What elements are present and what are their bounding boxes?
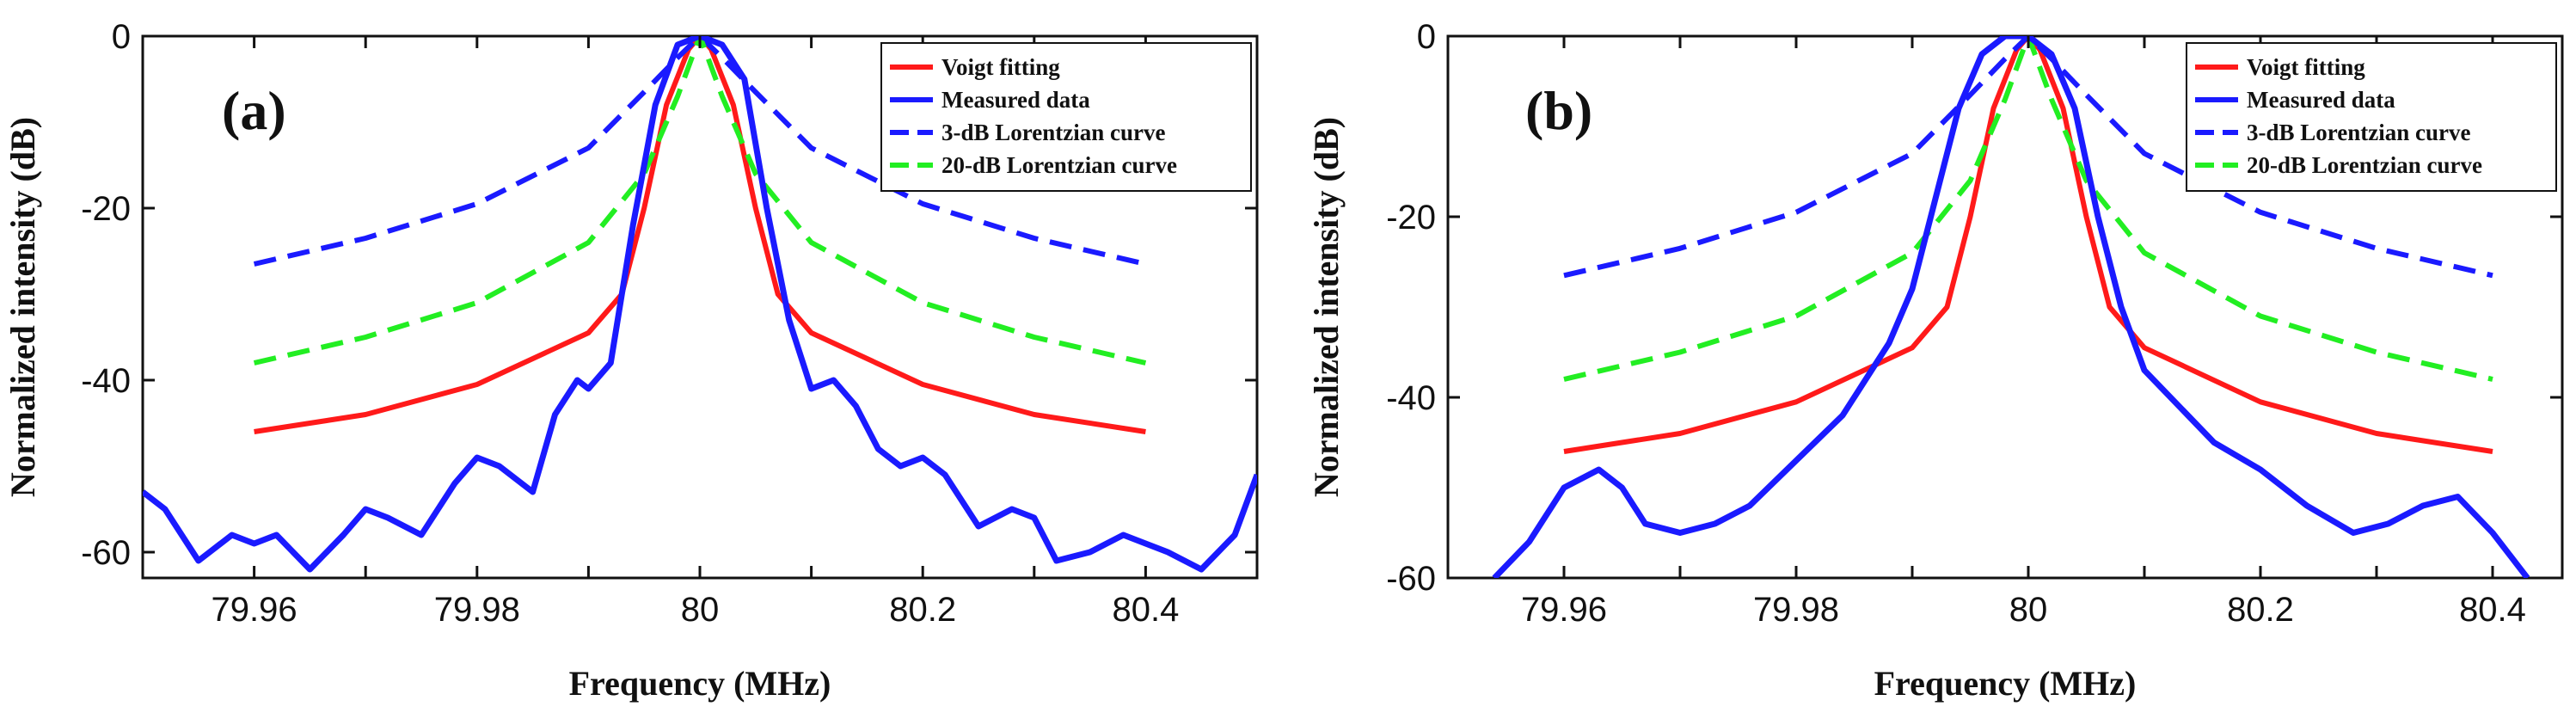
x-tick-label-a-0: 79.96 <box>212 591 297 629</box>
x-tick-label-a-4: 80 <box>681 591 720 629</box>
legend-a: Voigt fitting Measured data 3-dB Lorentz… <box>880 42 1252 192</box>
x-tick-label-a-6: 80.2 <box>889 591 956 629</box>
panel-label-b: (b) <box>1525 80 1592 141</box>
panel-a: 79.96 79.98 80 80.2 80.4 0 -20 -40 -60 (a) Frequ… <box>3 18 1259 703</box>
legend-label-b-2: 3-dB Lorentzian curve <box>2247 120 2470 145</box>
x-axis-title-a: Frequency (MHz) <box>569 664 831 703</box>
legend-label-a-2: 3-dB Lorentzian curve <box>941 120 1165 145</box>
series-layer-a <box>143 36 1257 573</box>
tick-layer-a: 79.96 79.98 80 80.2 80.4 0 -20 -40 -60 <box>81 18 1257 629</box>
series-voigt-fitting-a <box>254 36 1146 434</box>
x-tick-label-b-2: 79.98 <box>1753 591 1839 629</box>
legend-label-a-1: Measured data <box>941 87 1090 113</box>
panel-b: 79.96 79.98 80 80.2 80.4 0 -20 -40 -60 (b) Frequ… <box>1307 18 2564 703</box>
legend-label-b-1: Measured data <box>2247 87 2395 113</box>
series-measured-data-a <box>143 36 1257 573</box>
legend-box-a <box>880 42 1252 192</box>
y-tick-label-a-3: -60 <box>81 534 131 572</box>
y-tick-label-b-2: -40 <box>1386 379 1436 417</box>
x-axis-title-b: Frequency (MHz) <box>1874 664 2137 703</box>
panel-label-a: (a) <box>222 80 286 141</box>
y-tick-label-a-1: -20 <box>81 190 131 228</box>
series-measured-data-b <box>1492 36 2530 578</box>
legend-label-a-3: 20-dB Lorentzian curve <box>941 152 1177 178</box>
x-tick-label-a-8: 80.4 <box>1112 591 1179 629</box>
y-tick-label-b-3: -60 <box>1386 560 1436 598</box>
legend-label-b-0: Voigt fitting <box>2247 54 2365 80</box>
y-tick-label-b-0: 0 <box>1417 18 1436 56</box>
tick-layer-b: 79.96 79.98 80 80.2 80.4 0 -20 -40 -60 <box>1386 18 2562 629</box>
y-tick-label-b-1: -20 <box>1386 199 1436 237</box>
x-tick-label-b-0: 79.96 <box>1521 591 1607 629</box>
series-layer-b <box>1492 36 2530 578</box>
legend-b: Voigt fitting Measured data 3-dB Lorentz… <box>2186 42 2557 192</box>
series-3-db-lorentzian-curve-a <box>253 36 1147 267</box>
y-tick-label-a-0: 0 <box>112 18 131 56</box>
y-axis-title-a: Normalized intensity (dB) <box>3 117 42 497</box>
y-tick-label-a-2: -40 <box>81 362 131 400</box>
series-3-db-lorentzian-curve-b <box>1563 36 2493 279</box>
x-tick-label-b-6: 80.2 <box>2227 591 2294 629</box>
legend-label-a-0: Voigt fitting <box>941 54 1060 80</box>
series-20-db-lorentzian-curve-b <box>1563 36 2493 382</box>
legend-label-b-3: 20-dB Lorentzian curve <box>2247 152 2482 178</box>
x-tick-label-b-4: 80 <box>2009 591 2048 629</box>
x-tick-label-b-8: 80.4 <box>2459 591 2526 629</box>
y-axis-title-b: Normalized intensity (dB) <box>1307 117 1346 497</box>
legend-box-b <box>2186 42 2557 192</box>
x-tick-label-a-2: 79.98 <box>434 591 520 629</box>
